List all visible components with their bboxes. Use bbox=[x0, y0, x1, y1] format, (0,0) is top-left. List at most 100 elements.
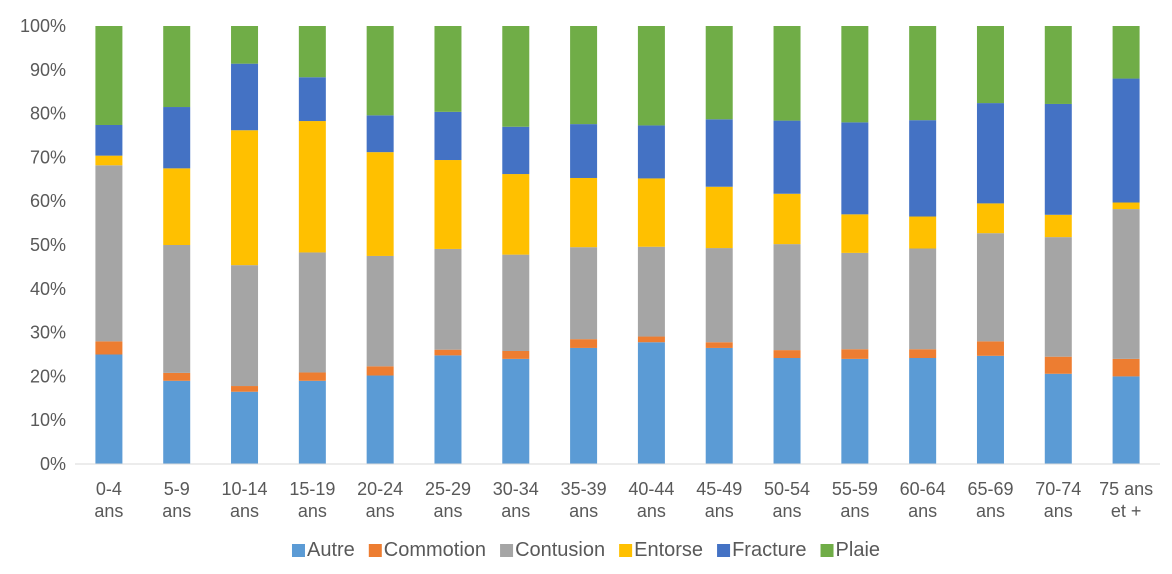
x-tick-label: 35-39 bbox=[561, 479, 607, 499]
bar-segment-plaie bbox=[434, 26, 462, 112]
bar-segment-fracture bbox=[773, 120, 801, 194]
bar-segment-fracture bbox=[1044, 103, 1072, 215]
bar-segment-contusion bbox=[841, 252, 869, 350]
bar-stack bbox=[637, 26, 665, 464]
bar-stack bbox=[976, 26, 1004, 464]
bar-segment-plaie bbox=[502, 26, 530, 127]
y-tick-label: 70% bbox=[30, 147, 66, 167]
bar-segment-plaie bbox=[1112, 26, 1140, 79]
x-tick-label: ans bbox=[1044, 501, 1073, 521]
bar-segment-autre bbox=[434, 355, 462, 464]
bar-segment-fracture bbox=[909, 120, 937, 217]
bar-stack bbox=[298, 26, 326, 464]
x-tick-label: ans bbox=[976, 501, 1005, 521]
bar-segment-entorse bbox=[434, 160, 462, 249]
bar-segment-entorse bbox=[298, 121, 326, 253]
legend-swatch bbox=[717, 544, 731, 557]
bar-segment-autre bbox=[637, 342, 665, 464]
x-tick-label: ans bbox=[501, 501, 530, 521]
x-tick-label: ans bbox=[298, 501, 327, 521]
x-tick-label: 45-49 bbox=[696, 479, 742, 499]
bar-segment-commotion bbox=[95, 341, 123, 355]
bar-segment-commotion bbox=[231, 386, 259, 392]
bar-stack bbox=[366, 26, 394, 464]
y-axis: 0% 10% 20% 30% 40% 50% 60% 70% 80% 90% 100% bbox=[20, 16, 66, 474]
bar-segment-plaie bbox=[976, 26, 1004, 104]
bar-segment-commotion bbox=[163, 372, 191, 381]
bar-segment-autre bbox=[1044, 373, 1072, 464]
bar-segment-fracture bbox=[434, 111, 462, 161]
bar-segment-entorse bbox=[570, 177, 598, 248]
bar-segment-fracture bbox=[298, 77, 326, 122]
bar-segment-fracture bbox=[95, 124, 123, 156]
bar-segment-commotion bbox=[1044, 356, 1072, 374]
y-tick-label: 30% bbox=[30, 323, 66, 343]
bar-segment-autre bbox=[705, 347, 733, 464]
legend-label: Plaie bbox=[836, 539, 880, 561]
bar-segment-entorse bbox=[502, 174, 530, 255]
bar-stack bbox=[909, 26, 937, 464]
x-tick-label: 50-54 bbox=[764, 479, 810, 499]
legend-label: Commotion bbox=[384, 539, 486, 561]
x-tick-label: 40-44 bbox=[628, 479, 674, 499]
x-tick-label: 10-14 bbox=[222, 479, 268, 499]
legend-item-fracture: Fracture bbox=[717, 539, 807, 561]
bar-stack bbox=[773, 26, 801, 464]
bar-segment-plaie bbox=[163, 26, 191, 108]
bar-stack bbox=[163, 26, 191, 464]
legend: Autre Commotion Contusion Entorse Fracture Pl… bbox=[291, 539, 880, 561]
bar-segment-fracture bbox=[705, 119, 733, 187]
bar-segment-contusion bbox=[909, 248, 937, 350]
legend-swatch bbox=[291, 544, 305, 557]
legend-label: Autre bbox=[307, 539, 355, 561]
bar-segment-entorse bbox=[163, 168, 191, 245]
x-tick-label: 5-9 bbox=[164, 479, 190, 499]
bar-segment-contusion bbox=[1112, 209, 1140, 359]
bar-segment-autre bbox=[298, 380, 326, 464]
bar-segment-fracture bbox=[841, 122, 869, 215]
bar-segment-commotion bbox=[570, 339, 598, 348]
x-tick-label: ans bbox=[366, 501, 395, 521]
x-tick-label: ans bbox=[773, 501, 802, 521]
x-tick-label: et + bbox=[1111, 501, 1142, 521]
legend-label: Fracture bbox=[732, 539, 806, 561]
x-tick-label: 60-64 bbox=[900, 479, 946, 499]
bar-segment-contusion bbox=[1044, 237, 1072, 357]
bar-stack bbox=[231, 26, 259, 464]
bar-segment-plaie bbox=[909, 26, 937, 121]
bar-segment-contusion bbox=[976, 233, 1004, 342]
x-tick-label: ans bbox=[637, 501, 666, 521]
bar-segment-commotion bbox=[909, 349, 937, 359]
y-tick-label: 60% bbox=[30, 191, 66, 211]
x-tick-label: ans bbox=[162, 501, 191, 521]
bar-segment-entorse bbox=[705, 186, 733, 249]
bar-segment-plaie bbox=[637, 26, 665, 126]
legend-swatch bbox=[820, 544, 834, 557]
bar-segment-contusion bbox=[502, 254, 530, 351]
bar-segment-entorse bbox=[773, 193, 801, 245]
bar-stack bbox=[95, 26, 123, 464]
x-tick-label: 15-19 bbox=[289, 479, 335, 499]
x-tick-label: ans bbox=[433, 501, 462, 521]
y-tick-label: 40% bbox=[30, 279, 66, 299]
bar-segment-plaie bbox=[705, 26, 733, 120]
bar-segment-fracture bbox=[1112, 78, 1140, 203]
x-tick-label: 70-74 bbox=[1035, 479, 1081, 499]
bar-segment-entorse bbox=[841, 214, 869, 253]
y-tick-label: 10% bbox=[30, 410, 66, 430]
bar-segment-entorse bbox=[95, 155, 123, 166]
bar-segment-commotion bbox=[366, 366, 394, 376]
bar-segment-entorse bbox=[637, 178, 665, 247]
x-tick-label: ans bbox=[569, 501, 598, 521]
bar-segment-fracture bbox=[637, 125, 665, 179]
y-tick-label: 80% bbox=[30, 104, 66, 124]
bar-stack bbox=[570, 26, 598, 464]
bar-segment-commotion bbox=[1112, 358, 1140, 377]
x-tick-label: ans bbox=[230, 501, 259, 521]
bar-segment-entorse bbox=[366, 152, 394, 256]
bar-segment-contusion bbox=[705, 248, 733, 343]
bar-segment-entorse bbox=[976, 203, 1004, 234]
bar-segment-autre bbox=[976, 355, 1004, 464]
legend-swatch bbox=[500, 544, 514, 557]
y-tick-label: 100% bbox=[20, 16, 66, 36]
